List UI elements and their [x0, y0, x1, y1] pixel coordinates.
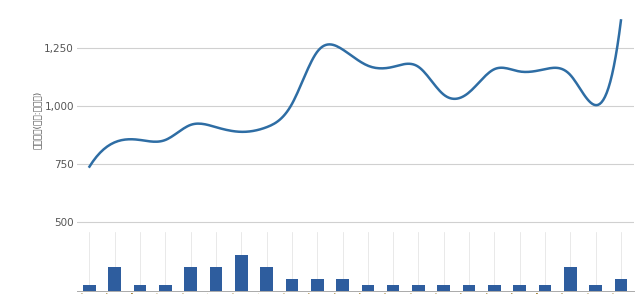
Bar [336, 279, 349, 291]
Bar [438, 285, 450, 291]
Bar [210, 267, 222, 291]
Bar [108, 267, 121, 291]
Bar [134, 285, 147, 291]
Bar [184, 267, 197, 291]
Bar [260, 267, 273, 291]
Bar [589, 285, 602, 291]
Y-axis label: 거래금액(단위:백만원): 거래금액(단위:백만원) [33, 91, 42, 149]
Bar [83, 285, 96, 291]
Bar [362, 285, 374, 291]
Bar [412, 285, 425, 291]
Bar [387, 285, 399, 291]
Bar [463, 285, 476, 291]
Bar [564, 267, 577, 291]
Bar [311, 279, 324, 291]
Bar [235, 255, 248, 291]
Bar [285, 279, 298, 291]
Bar [513, 285, 526, 291]
Bar [614, 279, 627, 291]
Bar [539, 285, 551, 291]
Bar [159, 285, 172, 291]
Bar [488, 285, 500, 291]
